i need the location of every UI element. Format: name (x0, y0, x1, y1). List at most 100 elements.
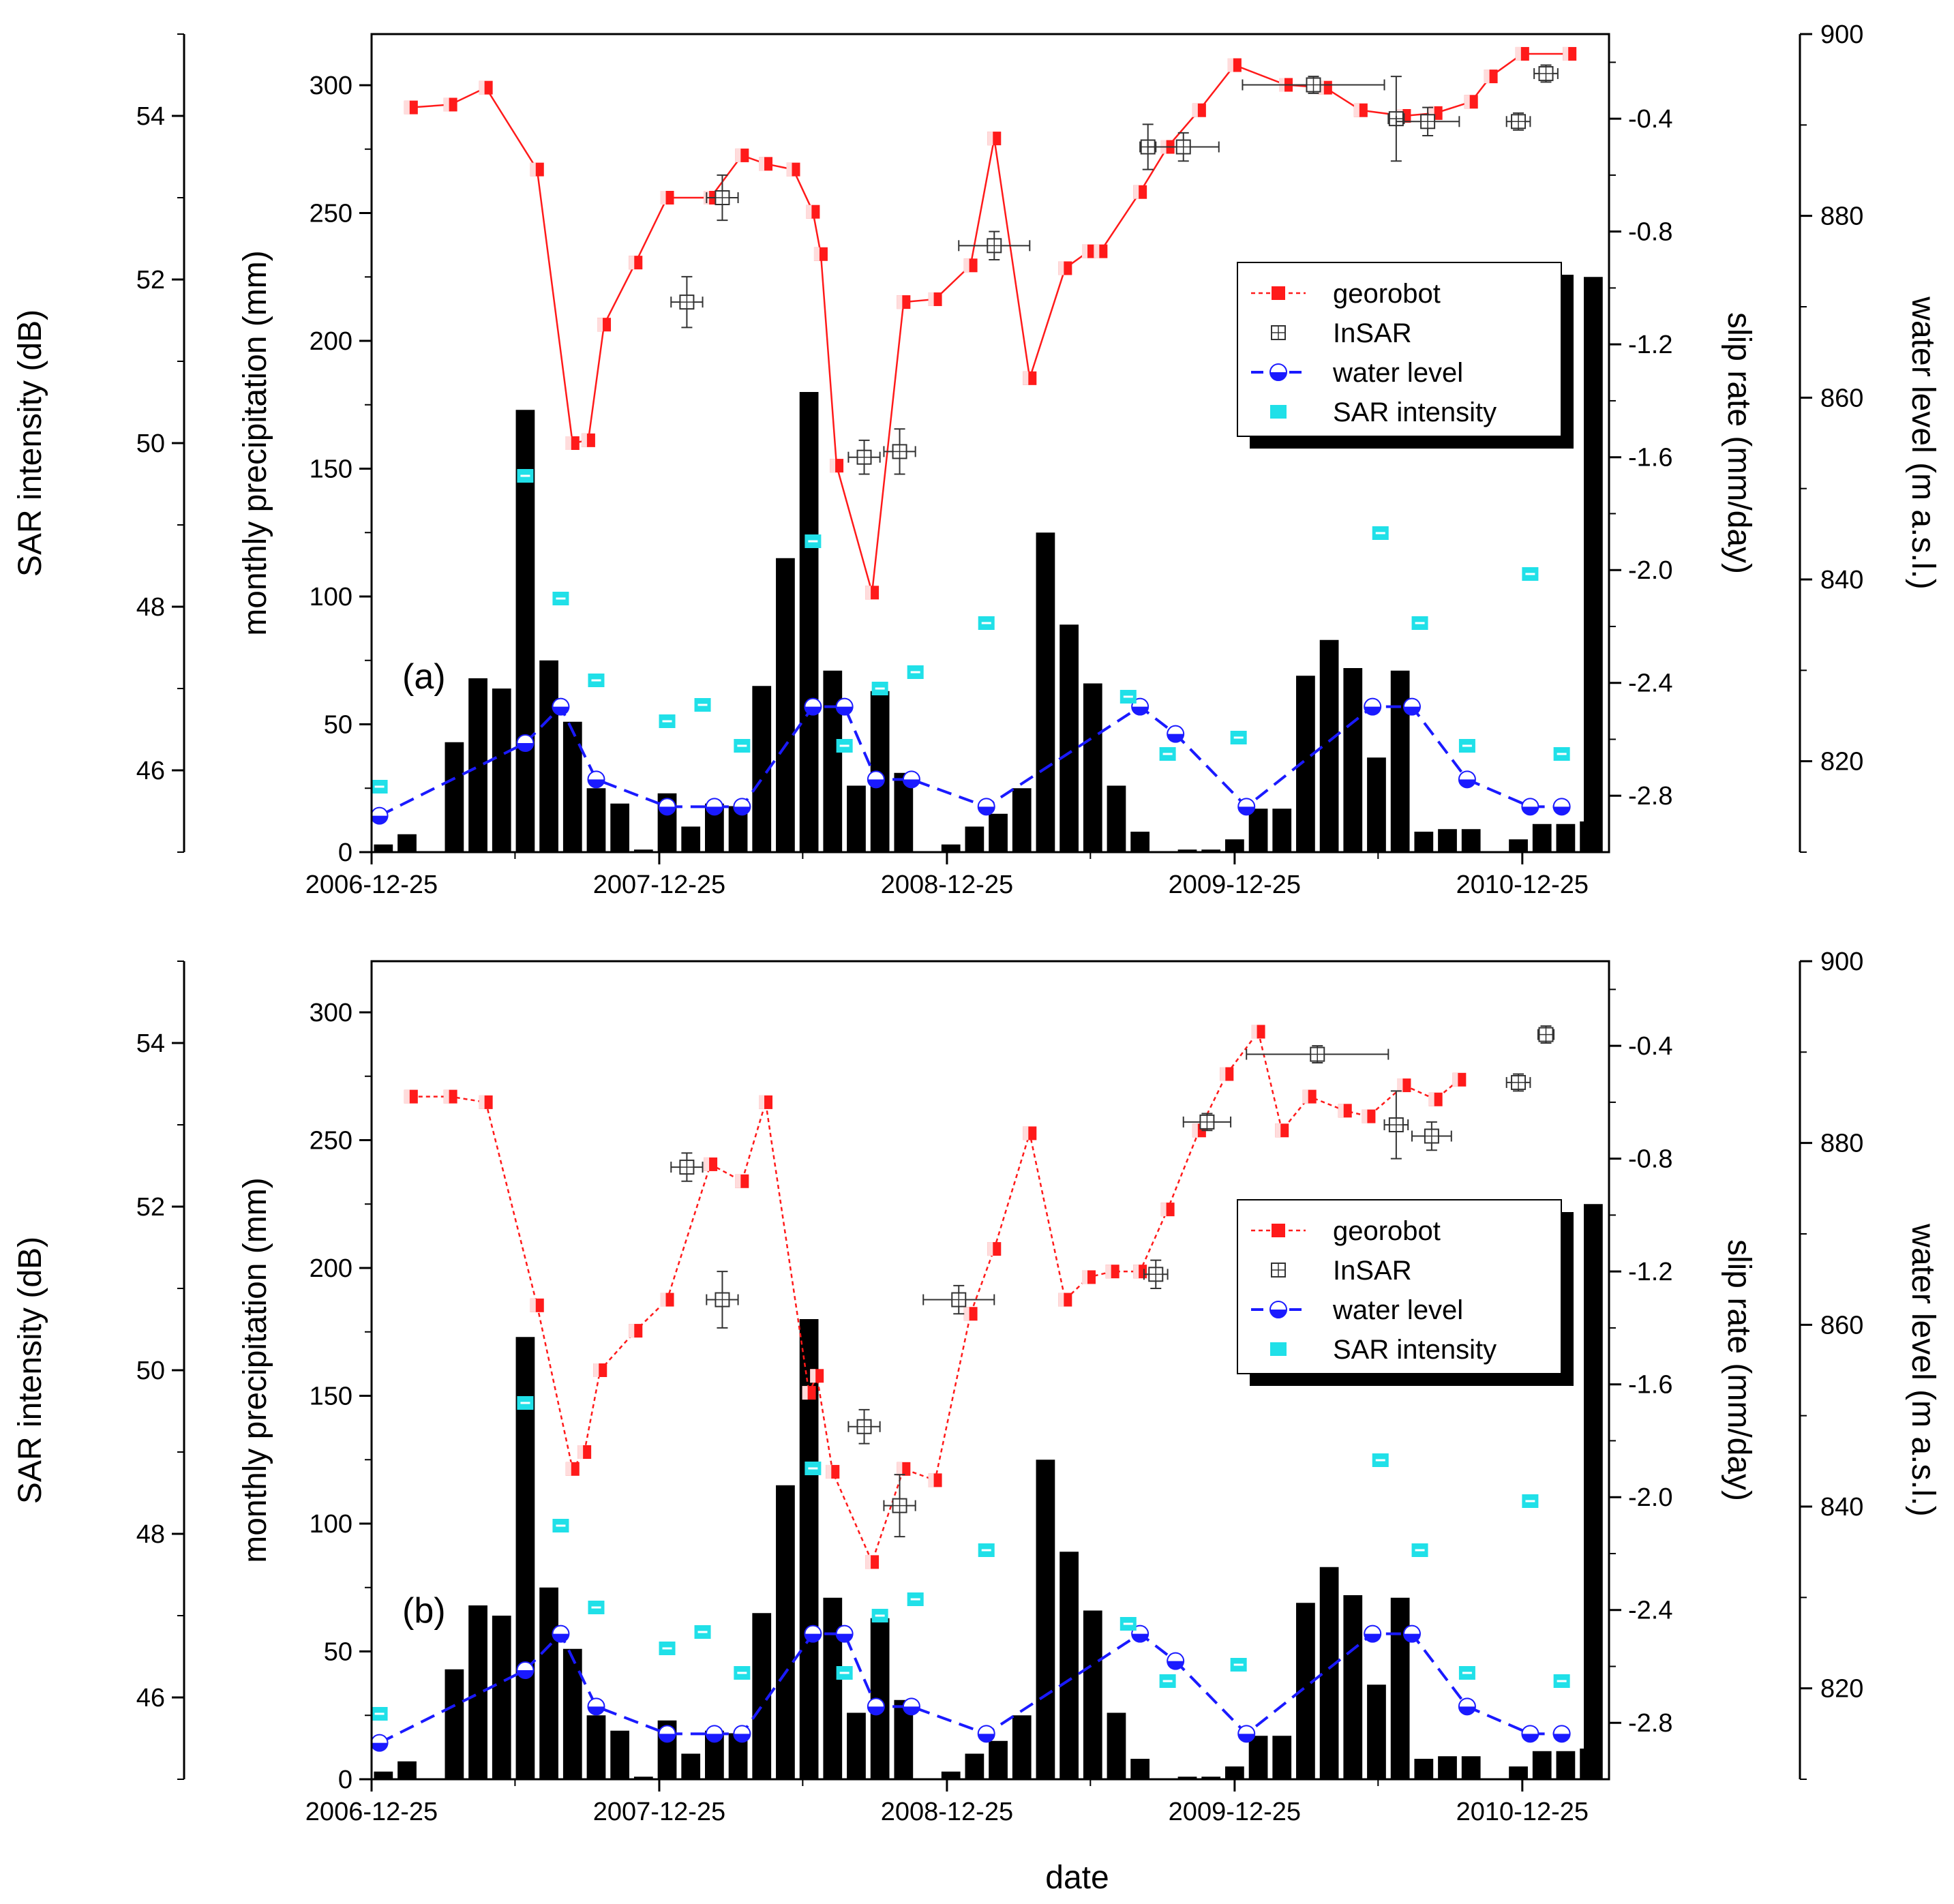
precip-bar (515, 1337, 535, 1779)
precip-bar (610, 803, 630, 852)
precip-bar (445, 742, 464, 852)
insar-point (847, 439, 881, 475)
water-axis-label: water level (m a.s.l.) (1905, 1223, 1941, 1516)
legend-label: georobot (1333, 1216, 1441, 1246)
insar-point (1147, 132, 1220, 162)
precip-tick-label: 250 (310, 200, 352, 228)
water-level-point-fill (1132, 1633, 1149, 1642)
georobot-point-highlight (530, 1298, 536, 1312)
sar-tick-label: 54 (136, 102, 165, 131)
date-tick-label: 2009-12-25 (1169, 1798, 1301, 1826)
water-level-point-fill (734, 806, 751, 815)
precip-bar (1367, 757, 1386, 852)
georobot-point-highlight (1105, 1265, 1111, 1279)
precip-bar (539, 1587, 558, 1779)
date-axis-label: date (1045, 1860, 1109, 1896)
georobot-point-highlight (1353, 103, 1359, 117)
georobot-point-highlight (865, 1555, 871, 1569)
insar-point (883, 1474, 916, 1538)
precip-bar (468, 678, 487, 852)
precip-bar (1343, 668, 1363, 852)
georobot-point-highlight (928, 292, 934, 306)
insar-series (670, 64, 1559, 475)
insar-point (706, 1271, 739, 1329)
precip-tick-label: 100 (310, 1510, 352, 1539)
water-level-line (378, 704, 1562, 817)
insar-point (670, 1152, 704, 1182)
water-level-point-fill (903, 779, 920, 788)
precip-bar (586, 788, 606, 852)
sar-tick-label: 46 (136, 1684, 165, 1712)
sar-axis-label: SAR intensity (dB) (12, 1237, 48, 1504)
precip-bar (586, 1715, 606, 1779)
georobot-point-highlight (963, 1307, 970, 1321)
water-axis-label: water level (m a.s.l.) (1905, 296, 1941, 589)
precip-tick-label: 250 (310, 1127, 352, 1155)
precip-bar (562, 721, 582, 852)
precip-bar (776, 558, 795, 852)
insar-point (706, 174, 739, 222)
georobot-point-highlight (479, 1095, 485, 1109)
water-tick-label: 840 (1820, 1493, 1863, 1522)
water-level-point-fill (1167, 734, 1184, 742)
georobot-point-highlight (1133, 185, 1139, 199)
precip-bar (1177, 849, 1197, 852)
precip-tick-label: 100 (310, 583, 352, 611)
georobot-point-highlight (1082, 244, 1088, 258)
georobot-point-highlight (759, 157, 765, 171)
georobot-point-highlight (759, 1095, 765, 1109)
precip-bar (989, 1740, 1008, 1779)
precip-bar (492, 1616, 511, 1779)
georobot-point-highlight (1058, 261, 1064, 275)
precip-bar (847, 1712, 866, 1779)
water-level-point-fill (734, 1734, 751, 1742)
georobot-series (404, 1025, 1467, 1569)
sar-axis-label: SAR intensity (dB) (12, 309, 48, 577)
georobot-point-highlight (629, 1324, 635, 1338)
date-tick-label: 2006-12-25 (305, 1798, 438, 1826)
precip-bar (989, 813, 1008, 852)
georobot-point-highlight (897, 295, 903, 309)
precip-bar (492, 689, 511, 852)
precip-bar (515, 410, 535, 852)
georobot-point-highlight (581, 433, 587, 447)
panel-label: (b) (402, 1591, 446, 1631)
legend-box (1237, 262, 1562, 437)
water-level-point-fill (588, 779, 605, 788)
axes: 0 50 100 150 200 250 300 monthly precipitation … (12, 20, 1941, 899)
water-level-point-fill (371, 815, 388, 824)
precip-tick-label: 0 (338, 838, 352, 867)
georobot-point-highlight (806, 205, 812, 219)
water-tick-label: 900 (1820, 20, 1863, 49)
precip-bar (1319, 1567, 1339, 1779)
water-tick-label: 840 (1820, 566, 1863, 594)
precip-bar (1390, 1597, 1410, 1779)
sar-tick-label: 50 (136, 1357, 165, 1385)
georobot-point-highlight (704, 1157, 710, 1171)
georobot-point-highlight (1082, 1270, 1088, 1284)
slip-tick-label: -1.6 (1628, 1371, 1672, 1400)
georobot-point-highlight (897, 1462, 903, 1476)
slip-tick-label: -2.0 (1628, 556, 1672, 585)
legend-water-marker-fill (1270, 1310, 1287, 1318)
insar-point (922, 1284, 995, 1315)
precip-bar (374, 844, 393, 852)
georobot-point-highlight (597, 318, 603, 332)
insar-point (1246, 1045, 1389, 1063)
georobot-point-highlight (1192, 1123, 1198, 1138)
precip-bar (397, 1761, 417, 1779)
precip-tick-label: 50 (324, 1638, 352, 1667)
plot-frame (370, 33, 1610, 853)
precip-bar (1059, 1552, 1079, 1779)
water-tick-label: 820 (1820, 1675, 1863, 1704)
sar-intensity-series (371, 1396, 1570, 1721)
water-level-point-fill (805, 1633, 822, 1642)
slip-axis-label: slip rate (mm/day) (1721, 1239, 1757, 1501)
water-level-point-fill (867, 1706, 884, 1715)
georobot-point-highlight (1563, 46, 1569, 61)
sar-tick-label: 50 (136, 429, 165, 458)
precip-tick-label: 300 (310, 72, 352, 100)
georobot-point-highlight (530, 162, 536, 177)
precip-bar (776, 1485, 795, 1779)
insar-point (1537, 1025, 1555, 1044)
